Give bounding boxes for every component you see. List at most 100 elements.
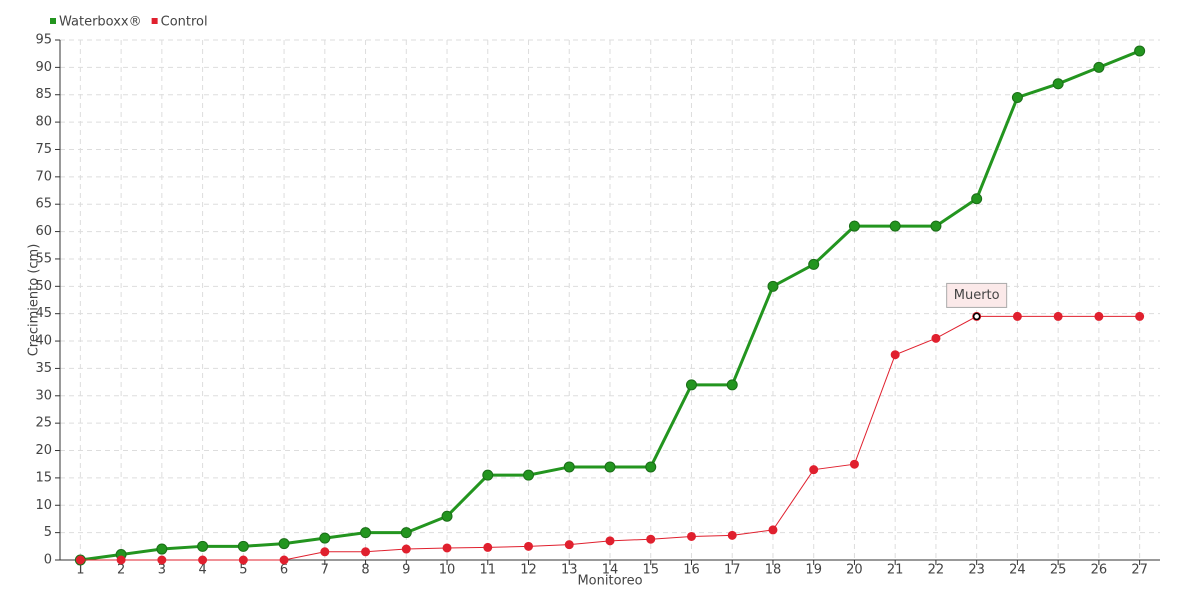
legend-swatch — [50, 18, 56, 24]
y-tick-label: 95 — [35, 33, 52, 48]
data-point — [930, 220, 942, 232]
data-point — [360, 527, 372, 539]
x-tick-label: 24 — [1009, 563, 1026, 578]
data-point — [361, 547, 371, 557]
data-point — [116, 555, 126, 565]
x-tick-label: 27 — [1131, 563, 1148, 578]
x-tick-label: 8 — [361, 563, 369, 578]
x-tick-label: 16 — [683, 563, 700, 578]
x-tick-label: 9 — [402, 563, 410, 578]
x-tick-label: 18 — [765, 563, 782, 578]
data-point — [726, 379, 738, 391]
data-point — [563, 461, 575, 473]
data-point — [157, 555, 167, 565]
annotation-marker — [972, 312, 981, 321]
data-point — [931, 333, 941, 343]
data-point — [441, 510, 453, 522]
y-tick-label: 80 — [35, 115, 52, 130]
data-point — [1134, 45, 1146, 57]
annotation-text: Muerto — [954, 288, 1000, 303]
x-tick-label: 22 — [928, 563, 945, 578]
data-point — [198, 555, 208, 565]
y-tick-label: 30 — [35, 388, 52, 403]
y-tick-label: 75 — [35, 142, 52, 157]
data-point — [156, 543, 168, 555]
data-point — [278, 538, 290, 550]
x-tick-label: 19 — [805, 563, 822, 578]
x-tick-label: 7 — [321, 563, 329, 578]
data-point — [320, 547, 330, 557]
y-tick-label: 60 — [35, 224, 52, 239]
x-tick-label: 14 — [602, 563, 619, 578]
data-point — [1094, 311, 1104, 321]
data-point — [319, 532, 331, 544]
data-point — [605, 536, 615, 546]
data-point — [1135, 311, 1145, 321]
x-tick-label: 23 — [968, 563, 985, 578]
y-tick-label: 40 — [35, 334, 52, 349]
y-tick-label: 25 — [35, 416, 52, 431]
legend-swatch — [151, 18, 158, 24]
legend-label: Control — [161, 15, 208, 30]
data-point — [442, 543, 452, 553]
data-point — [685, 379, 697, 391]
data-point — [768, 525, 778, 535]
data-point — [1053, 311, 1063, 321]
x-tick-label: 3 — [158, 563, 166, 578]
data-point — [889, 220, 901, 232]
data-point — [483, 542, 493, 552]
x-tick-label: 4 — [198, 563, 206, 578]
x-tick-label: 20 — [846, 563, 863, 578]
y-tick-label: 35 — [35, 361, 52, 376]
y-tick-label: 0 — [44, 553, 52, 568]
y-tick-label: 70 — [35, 169, 52, 184]
x-axis-label: Monitoreo — [577, 574, 642, 589]
data-point — [238, 555, 248, 565]
y-tick-label: 90 — [35, 60, 52, 75]
x-tick-label: 21 — [887, 563, 904, 578]
y-tick-label: 15 — [35, 470, 52, 485]
y-tick-label: 10 — [35, 498, 52, 513]
data-point — [890, 350, 900, 360]
data-point — [279, 555, 289, 565]
y-tick-label: 50 — [35, 279, 52, 294]
x-tick-label: 2 — [117, 563, 125, 578]
y-tick-label: 5 — [44, 525, 52, 540]
data-point — [1052, 78, 1064, 90]
x-tick-label: 11 — [480, 563, 497, 578]
data-point — [75, 555, 85, 565]
data-point — [524, 541, 534, 551]
data-point — [1012, 311, 1022, 321]
data-point — [727, 530, 737, 540]
data-point — [686, 531, 696, 541]
data-point — [564, 540, 574, 550]
x-tick-label: 15 — [642, 563, 659, 578]
data-point — [971, 193, 983, 205]
legend-label: Waterboxx® — [59, 15, 142, 30]
y-axis-label: Crecimiento (cm) — [27, 244, 42, 357]
data-point — [401, 544, 411, 554]
data-point — [849, 459, 859, 469]
x-tick-label: 6 — [280, 563, 288, 578]
data-point — [197, 540, 209, 552]
y-tick-label: 20 — [35, 443, 52, 458]
y-tick-label: 55 — [35, 251, 52, 266]
x-tick-label: 13 — [561, 563, 578, 578]
data-point — [1093, 61, 1105, 73]
y-tick-label: 65 — [35, 197, 52, 212]
data-point — [646, 534, 656, 544]
x-tick-label: 25 — [1050, 563, 1067, 578]
data-point — [400, 527, 412, 539]
data-point — [808, 258, 820, 270]
data-point — [482, 469, 494, 481]
x-tick-label: 5 — [239, 563, 247, 578]
y-tick-label: 85 — [35, 87, 52, 102]
data-point — [809, 465, 819, 475]
data-point — [767, 280, 779, 292]
data-point — [1011, 91, 1023, 103]
x-tick-label: 12 — [520, 563, 537, 578]
x-tick-label: 17 — [724, 563, 741, 578]
data-point — [645, 461, 657, 473]
annotation-box — [946, 282, 1008, 308]
